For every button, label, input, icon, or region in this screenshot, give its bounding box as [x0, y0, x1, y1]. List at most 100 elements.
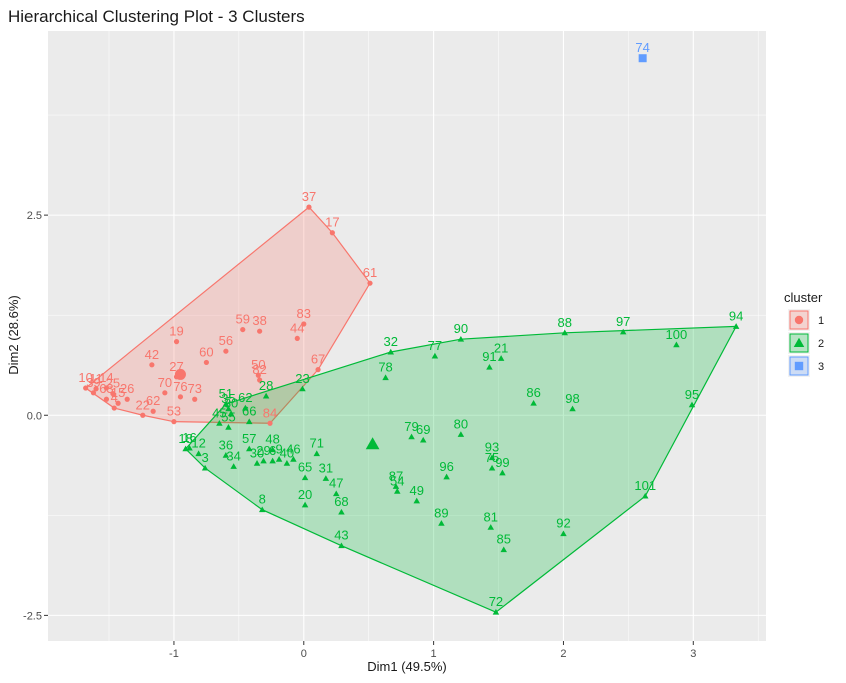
legend: cluster 1 2 3: [784, 290, 824, 377]
cluster-2-hull: [184, 325, 738, 613]
cluster-2-point: [225, 424, 232, 430]
cluster-2-point: [619, 328, 627, 335]
plot-panel: [48, 31, 766, 641]
point-label: 28: [259, 378, 273, 393]
cluster-1-centroid: [174, 368, 186, 380]
cluster-2-point: [230, 463, 237, 469]
cluster-2-point: [457, 431, 465, 437]
point-label: 12: [191, 436, 205, 451]
point-label: 88: [558, 315, 572, 330]
cluster-1-point: [315, 367, 321, 373]
point-label: 34: [226, 448, 240, 463]
x-tick-label: 0: [301, 648, 307, 660]
point-label: 51: [219, 386, 233, 401]
cluster-2-point: [486, 363, 493, 370]
cluster-2-point: [290, 456, 297, 462]
point-label: 40: [280, 445, 294, 460]
legend-marker-1: [794, 315, 804, 325]
point-label: 57: [242, 431, 256, 446]
point-label: 4: [111, 390, 118, 405]
cluster-2-point: [225, 405, 232, 412]
cluster-1-point: [367, 280, 373, 286]
cluster-1-point: [255, 372, 261, 378]
point-label: 35: [221, 391, 235, 406]
cluster-2-point: [222, 400, 230, 407]
cluster-1-point: [240, 326, 246, 333]
cluster-2-point: [269, 446, 276, 453]
x-axis-ticks: -1 0 1 2 3: [169, 641, 696, 660]
y-tick-label: 0.0: [27, 410, 42, 422]
point-label: 61: [363, 265, 377, 280]
point-label: 23: [295, 371, 309, 386]
point-label: 39: [86, 375, 100, 390]
cluster-2-point: [392, 483, 400, 489]
cluster-1-point: [267, 420, 273, 426]
point-label: 30: [250, 445, 264, 460]
point-label: 46: [286, 441, 300, 456]
cluster-2-point: [497, 355, 505, 361]
legend-marker-2: [793, 337, 805, 347]
cluster-2-point: [301, 501, 309, 508]
cluster-1-point: [173, 339, 180, 345]
point-label: 54: [390, 473, 404, 488]
legend-label-1: 1: [818, 315, 824, 327]
cluster-1-point: [150, 408, 156, 414]
cluster-1-point: [257, 328, 263, 334]
point-label: 90: [454, 321, 468, 336]
cluster-1-point: [257, 377, 263, 383]
cluster-2-point: [500, 546, 507, 553]
cluster-1-point: [177, 394, 184, 400]
cluster-2-point: [201, 464, 209, 471]
point-label: 69: [416, 422, 430, 437]
point-label: 50: [251, 357, 265, 372]
cluster-2-point: [275, 456, 283, 462]
cluster-2-point: [492, 608, 500, 615]
point-label: 56: [219, 333, 233, 348]
cluster-2-point: [313, 450, 321, 457]
point-label: 8: [259, 492, 266, 507]
cluster-1-point: [110, 391, 116, 397]
cluster-1-point: [192, 396, 198, 402]
y-axis-title: Dim2 (28.6%): [6, 295, 21, 374]
cluster-2-point: [301, 474, 309, 481]
cluster-2-point: [673, 341, 680, 348]
point-label: 65: [298, 460, 312, 475]
cluster-1-point: [83, 385, 89, 391]
x-tick-label: 3: [690, 648, 696, 660]
point-label: 72: [489, 594, 503, 609]
data-points: [83, 54, 740, 615]
cluster-2-point: [227, 410, 235, 417]
point-label: 3: [201, 450, 208, 465]
cluster-1-point: [90, 390, 97, 396]
cluster-2-point: [260, 457, 267, 464]
point-label: 14: [99, 370, 113, 385]
x-tick-label: 2: [560, 648, 566, 660]
cluster-1-point: [223, 348, 229, 354]
cluster-2-point: [394, 488, 401, 494]
legend-marker-3: [794, 361, 804, 371]
point-label: 29: [256, 443, 270, 458]
point-label: 43: [334, 528, 348, 543]
point-label: 74: [635, 40, 649, 55]
x-tick-label: -1: [169, 648, 179, 660]
cluster-2-point: [387, 348, 395, 355]
point-label: 32: [384, 334, 398, 349]
point-label: 92: [556, 516, 570, 531]
cluster-1-point: [306, 204, 312, 210]
cluster-2-point: [322, 475, 330, 481]
point-label: 95: [685, 387, 699, 402]
point-label: 83: [297, 306, 311, 321]
point-label: 19: [169, 324, 183, 339]
cluster-2-point: [253, 460, 261, 466]
major-gridlines: [48, 31, 766, 641]
cluster-2-point: [419, 436, 427, 443]
point-label: 18: [178, 431, 192, 446]
cluster-2-point: [488, 454, 496, 461]
cluster-2-point: [688, 401, 696, 408]
point-label: 86: [526, 385, 540, 400]
chart-title: Hierarchical Clustering Plot - 3 Cluster…: [8, 7, 305, 26]
x-axis-title: Dim1 (49.5%): [367, 659, 446, 674]
cluster-2-point: [262, 392, 270, 399]
cluster-1-point: [294, 335, 300, 342]
cluster-2-point: [413, 497, 420, 504]
